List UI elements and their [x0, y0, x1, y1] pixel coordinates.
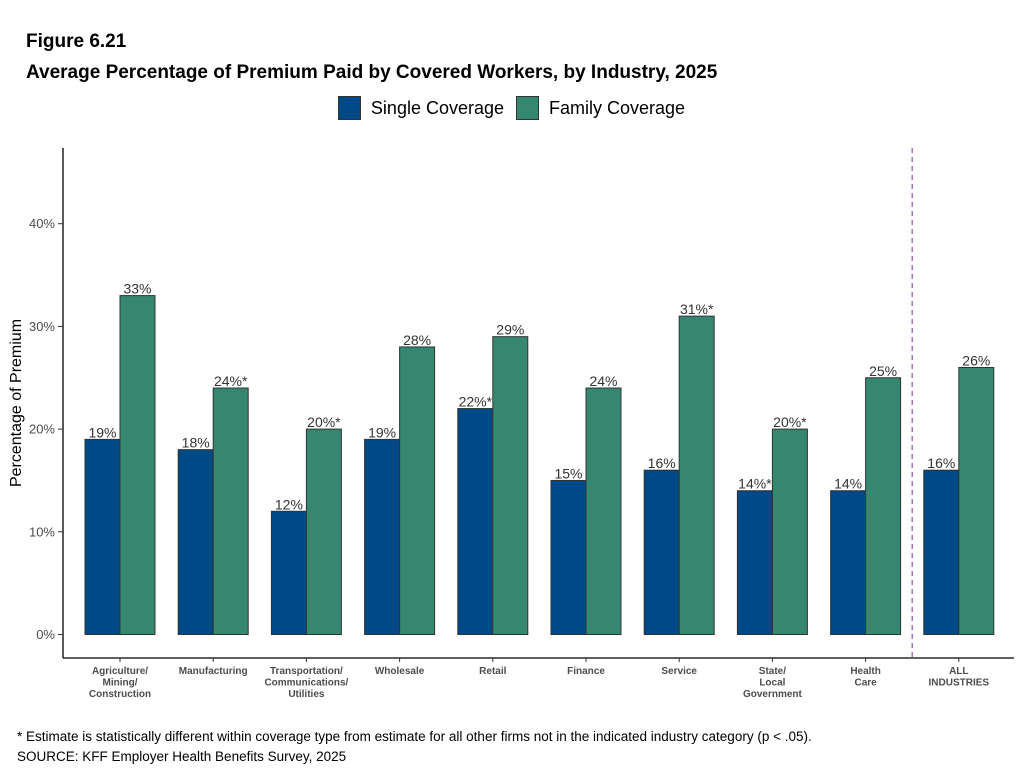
legend-swatch-single [337, 96, 361, 120]
legend-item-single: Single Coverage [337, 96, 505, 120]
bar-family-coverage [865, 377, 902, 635]
x-tick-label: Retail [479, 666, 506, 677]
y-tick-label: 0% [36, 627, 55, 642]
data-label: 24%* [214, 373, 248, 389]
data-label: 22%* [459, 394, 493, 410]
legend-label-family: Family Coverage [549, 97, 686, 118]
data-label: 15% [554, 465, 582, 481]
data-label: 16% [927, 455, 955, 471]
y-tick-label: 30% [29, 319, 55, 334]
x-tick-label: Construction [89, 689, 151, 700]
x-tick-label: Utilities [288, 689, 325, 700]
bar-family-coverage [492, 336, 529, 635]
x-tick-label: Service [661, 666, 697, 677]
data-label: 14%* [738, 476, 772, 492]
bar-single-coverage [643, 469, 680, 635]
footnote: * Estimate is statistically different wi… [17, 729, 812, 744]
bar-family-coverage [585, 387, 622, 635]
y-tick-label: 20% [29, 422, 55, 437]
x-tick-label: Communications/ [264, 678, 348, 689]
data-label: 29% [496, 322, 524, 338]
data-label: 20%* [773, 414, 807, 430]
bar-single-coverage [830, 490, 867, 635]
data-label: 20%* [307, 414, 341, 430]
data-label: 19% [88, 424, 116, 440]
bar-single-coverage [177, 449, 214, 636]
data-label: 31%* [680, 301, 714, 317]
x-tick-label: Wholesale [375, 666, 425, 677]
x-tick-label: Mining/ [103, 678, 138, 689]
data-label: 26% [962, 352, 990, 368]
figure-label: Figure 6.21 [26, 31, 127, 52]
x-tick-label: Government [743, 689, 803, 700]
source-note: SOURCE: KFF Employer Health Benefits Sur… [17, 749, 347, 764]
data-label: 16% [648, 455, 676, 471]
bar-family-coverage [958, 366, 995, 635]
data-label: 12% [275, 496, 303, 512]
bar-single-coverage [364, 438, 401, 635]
bar-single-coverage [923, 469, 960, 635]
data-label: 18% [182, 435, 210, 451]
bar-family-coverage [399, 346, 436, 635]
bar-single-coverage [84, 438, 121, 635]
data-label: 25% [869, 363, 897, 379]
data-label: 19% [368, 424, 396, 440]
legend-item-family: Family Coverage [516, 96, 685, 120]
x-tick-label: INDUSTRIES [929, 678, 990, 689]
chart-legend: Single Coverage Family Coverage [0, 96, 1023, 120]
x-tick-label: Health [850, 666, 881, 677]
legend-label-single: Single Coverage [370, 97, 505, 118]
bar-family-coverage [119, 295, 156, 635]
x-tick-label: Manufacturing [179, 666, 248, 677]
x-tick-label: Local [759, 678, 785, 689]
bar-single-coverage [457, 408, 494, 635]
y-tick-label: 10% [29, 524, 55, 539]
y-tick-label: 40% [29, 216, 55, 231]
bar-single-coverage [550, 479, 587, 636]
data-label: 33% [123, 281, 151, 297]
bar-family-coverage [212, 387, 249, 635]
bar-family-coverage [771, 428, 808, 635]
data-label: 14% [834, 476, 862, 492]
y-axis-title: Percentage of Premium [8, 319, 25, 487]
bar-single-coverage [270, 510, 307, 636]
x-tick-label: State/ [759, 666, 786, 677]
legend-swatch-family [516, 96, 540, 120]
x-tick-label: Care [854, 678, 877, 689]
data-label: 24% [589, 373, 617, 389]
x-tick-label: Finance [567, 666, 605, 677]
chart-title: Average Percentage of Premium Paid by Co… [26, 62, 718, 83]
bar-family-coverage [305, 428, 342, 635]
bar-single-coverage [736, 490, 773, 635]
data-label: 28% [403, 332, 431, 348]
x-tick-label: Agriculture/ [92, 666, 148, 677]
bar-family-coverage [678, 315, 715, 635]
x-tick-label: ALL [949, 666, 968, 677]
x-tick-label: Transportation/ [270, 666, 343, 677]
